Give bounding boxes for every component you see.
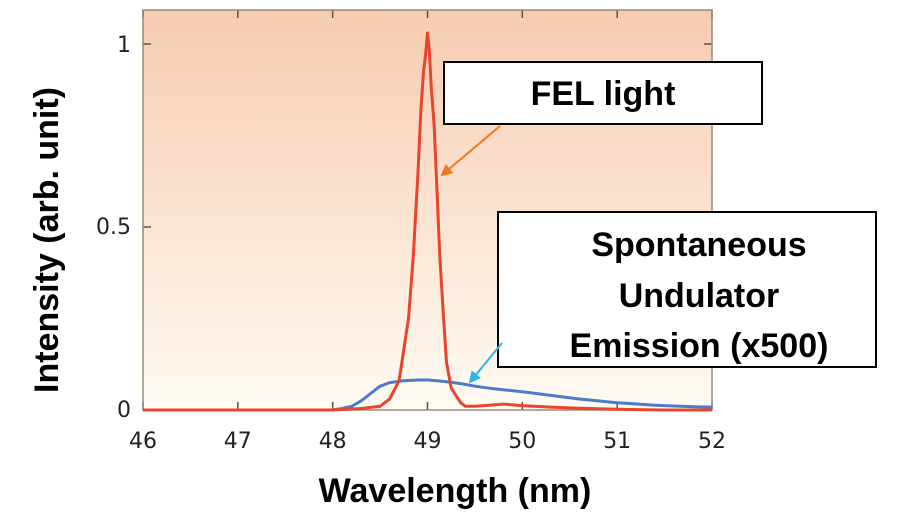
series-line-fel: [143, 31, 712, 412]
annotation-spontaneous-line2: Undulator: [619, 277, 780, 315]
annotation-fel-label: FEL light: [531, 75, 676, 113]
y-axis-title: Intensity (arb. unit): [28, 87, 66, 393]
x-tick-label: 51: [603, 429, 631, 454]
x-tick-label: 50: [508, 429, 536, 454]
x-tick-label: 46: [129, 429, 157, 454]
y-tick-label: 0.5: [96, 215, 131, 240]
y-tick-label: 0: [117, 398, 131, 423]
arrow-fel: [440, 125, 501, 177]
arrow-spontaneous: [468, 342, 503, 384]
x-tick-label: 52: [698, 429, 726, 454]
y-tick-label: 1: [117, 33, 131, 58]
annotation-spontaneous-line1: Spontaneous: [591, 226, 806, 264]
series-line-spontaneous: [143, 378, 713, 412]
annotation-spontaneous-line3: Emission (x500): [570, 327, 829, 365]
x-tick-label: 48: [319, 429, 347, 454]
annotation-box-spontaneous: [497, 211, 877, 368]
x-tick-label: 47: [224, 429, 252, 454]
plot-frame: [142, 9, 713, 411]
annotation-box-fel: [443, 61, 763, 125]
x-tick-label: 49: [414, 429, 442, 454]
x-axis-title: Wavelength (nm): [319, 472, 592, 510]
